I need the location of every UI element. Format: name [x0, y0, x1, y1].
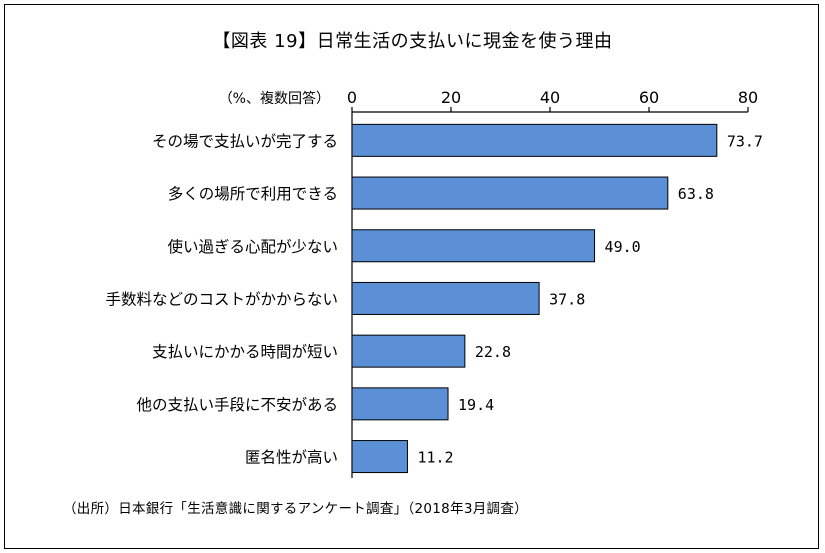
bar — [351, 281, 540, 315]
bar — [351, 229, 596, 263]
data-label: 19.4 — [458, 396, 494, 414]
source-note: （出所）日本銀行「生活意識に関するアンケート調査」（2018年3月調査） — [63, 501, 528, 517]
chart-frame: 【図表 19】日常生活の支払いに現金を使う理由 （出所）日本銀行「生活意識に関す… — [4, 4, 819, 549]
data-label: 63.8 — [678, 185, 714, 203]
x-tick-label: 0 — [347, 88, 357, 107]
x-tick-label: 20 — [441, 88, 461, 107]
chart-title: 【図表 19】日常生活の支払いに現金を使う理由 — [212, 31, 613, 52]
x-tick-label: 80 — [738, 88, 758, 107]
category-label: 支払いにかかる時間が短い — [152, 343, 338, 361]
category-label: 他の支払い手段に不安がある — [136, 396, 338, 414]
data-label: 11.2 — [417, 449, 453, 467]
bar — [351, 334, 466, 368]
bar — [351, 387, 449, 421]
bar — [351, 176, 669, 210]
category-label: 手数料などのコストがかからない — [105, 290, 338, 308]
data-label: 22.8 — [475, 343, 511, 361]
bar — [351, 123, 718, 157]
data-label: 73.7 — [727, 132, 763, 150]
data-label: 37.8 — [549, 290, 585, 308]
category-label: その場で支払いが完了する — [152, 132, 338, 150]
x-tick-label: 60 — [639, 88, 659, 107]
data-label: 49.0 — [605, 238, 641, 256]
category-label: 多くの場所で利用できる — [168, 185, 338, 203]
unit-label: （%、複数回答） — [219, 90, 330, 107]
category-label: 使い過ぎる心配が少ない — [167, 238, 338, 256]
bar — [351, 440, 408, 474]
x-tick-label: 40 — [540, 88, 560, 107]
category-label: 匿名性が高い — [245, 449, 338, 467]
